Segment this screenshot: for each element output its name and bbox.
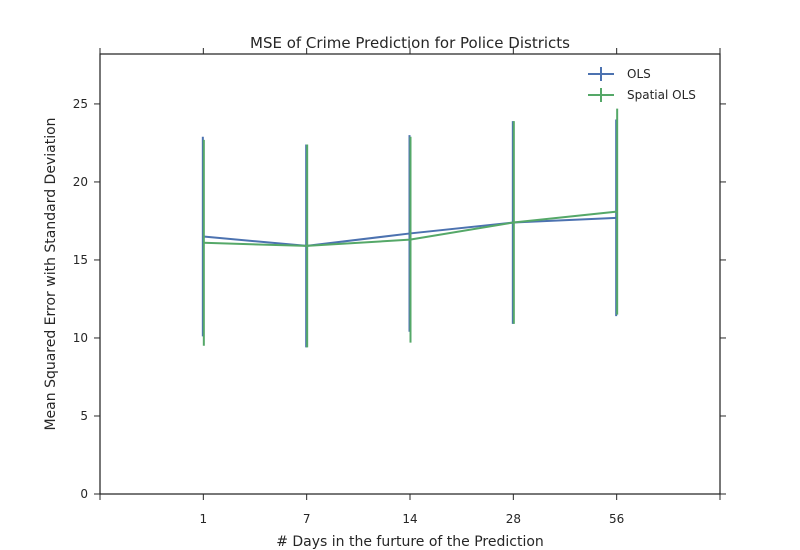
y-tick-label: 0 <box>80 487 88 501</box>
y-tick-label: 15 <box>73 253 88 267</box>
x-tick-label: 28 <box>506 512 521 526</box>
y-axis-title: Mean Squared Error with Standard Deviati… <box>43 117 59 430</box>
x-tick-label: 14 <box>402 512 417 526</box>
legend-label-spatial-ols: Spatial OLS <box>627 88 696 102</box>
x-axis-title: # Days in the furture of the Prediction <box>276 534 544 550</box>
y-tick-label: 20 <box>73 175 88 189</box>
y-tick-label: 25 <box>73 97 88 111</box>
plot-area: 0 5 10 15 20 25 1 7 14 28 56 <box>73 48 726 526</box>
legend-label-ols: OLS <box>627 67 651 81</box>
x-tick-label: 1 <box>200 512 208 526</box>
x-tick-label: 56 <box>609 512 624 526</box>
y-tick-label: 10 <box>73 331 88 345</box>
chart-title: MSE of Crime Prediction for Police Distr… <box>250 34 570 52</box>
legend: OLS Spatial OLS <box>588 67 696 102</box>
y-tick-label: 5 <box>80 409 88 423</box>
x-tick-label: 7 <box>303 512 311 526</box>
